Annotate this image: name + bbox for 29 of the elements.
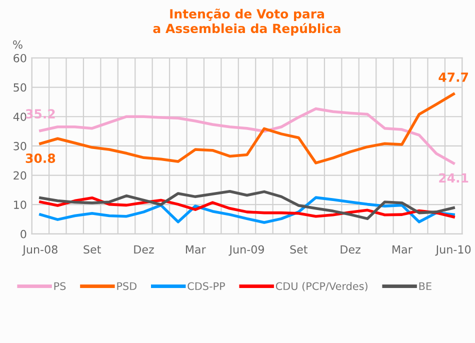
x-tick-label: Set [84, 245, 101, 254]
x-tick-label: Dez [134, 245, 154, 254]
x-tick-label: Dez [340, 245, 360, 254]
line-series [39, 196, 455, 224]
legend-label: CDS-PP [188, 282, 225, 290]
data-label: 35.2 [26, 109, 55, 119]
legend-label: PS [54, 282, 66, 290]
data-label: 24.1 [439, 173, 468, 182]
y-tick-label: 50 [14, 83, 26, 92]
data-label: 47.7 [438, 72, 468, 82]
line-series [39, 190, 455, 220]
y-tick-label: 30 [14, 142, 26, 150]
x-tick-label: Jun-10 [435, 245, 471, 256]
legend-label: CDU (PCP/Verdes) [276, 282, 368, 292]
data-label: 30.8 [26, 154, 56, 163]
y-tick-label: 10 [14, 200, 26, 209]
x-tick-label: Mar [186, 245, 206, 254]
x-tick-label: Mar [392, 245, 412, 254]
x-tick-label: Set [290, 245, 308, 254]
chart-title: Intenção de Voto para a Assembleia da República [153, 8, 340, 36]
y-tick-label: 20 [14, 171, 26, 180]
x-tick-label: Jun-08 [22, 245, 58, 256]
y-tick-label: 60 [14, 54, 26, 62]
y-tick-label: 40 [13, 112, 26, 121]
y-tick-label: 0 [20, 230, 26, 238]
legend-label: PSD [117, 282, 136, 290]
y-axis-title: % [13, 40, 22, 49]
x-tick-label: Jun-09 [228, 245, 264, 256]
legend-label: BE [419, 282, 432, 290]
